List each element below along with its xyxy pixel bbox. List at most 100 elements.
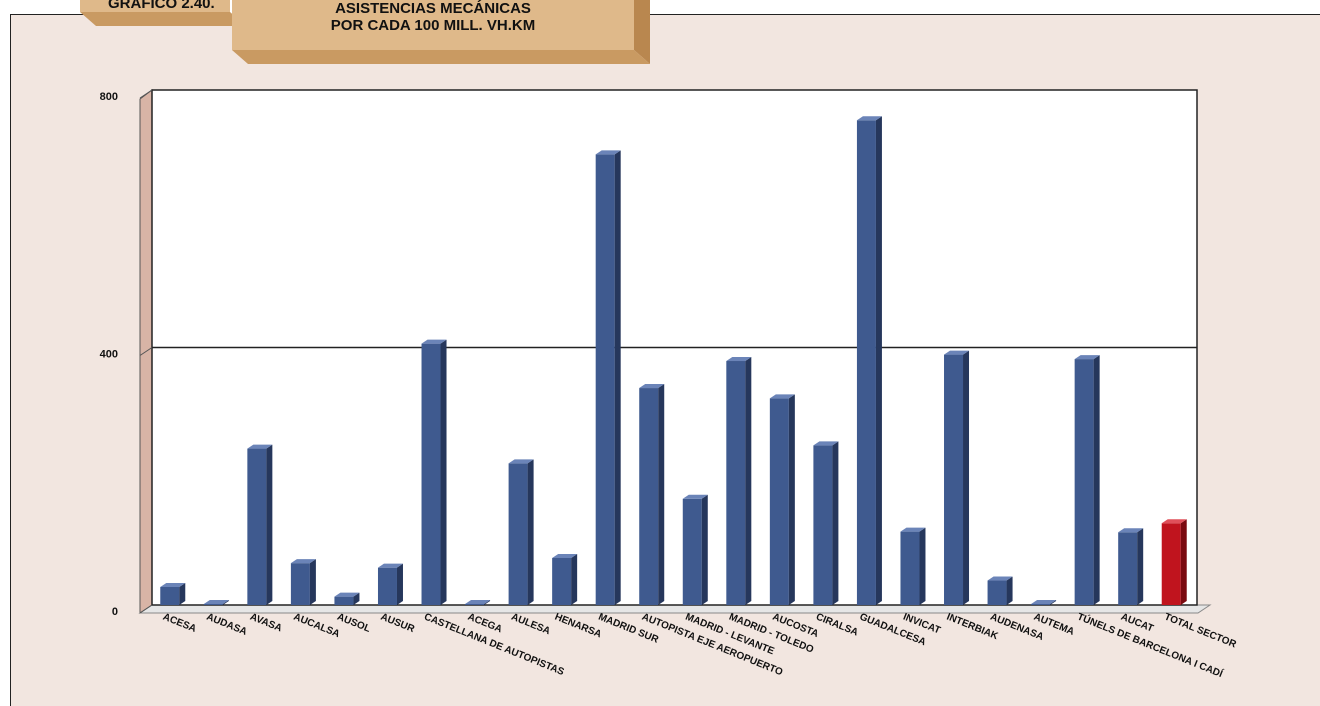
bar-8 bbox=[465, 600, 491, 605]
bar-side bbox=[222, 600, 229, 605]
bar-side bbox=[353, 592, 360, 605]
bar-17 bbox=[856, 116, 882, 605]
bar-22 bbox=[1074, 355, 1100, 605]
bar-24 bbox=[1161, 519, 1187, 605]
bar-side bbox=[484, 600, 491, 605]
bar-21 bbox=[1031, 600, 1057, 605]
bar-top bbox=[552, 554, 578, 559]
y-tick-mark-400 bbox=[139, 347, 153, 356]
bar-side bbox=[1180, 519, 1187, 605]
bar-top bbox=[813, 441, 839, 446]
bar-face bbox=[1031, 604, 1051, 605]
bar-top bbox=[160, 582, 186, 587]
bar-2 bbox=[203, 600, 229, 605]
bar-side bbox=[963, 350, 970, 605]
bar-face bbox=[639, 388, 659, 605]
bar-face bbox=[247, 448, 267, 605]
bar-top bbox=[856, 116, 882, 121]
bar-side bbox=[179, 582, 186, 605]
bar-top bbox=[769, 394, 795, 399]
x-tick-label-3: AVASA bbox=[248, 612, 283, 635]
bar-face bbox=[769, 398, 789, 605]
bar-side bbox=[1093, 355, 1100, 605]
bar-20 bbox=[987, 576, 1013, 605]
x-tick-label-24: TOTAL SECTOR bbox=[1163, 612, 1239, 651]
y-tick-label-400: 400 bbox=[100, 349, 118, 361]
bar-side bbox=[396, 563, 403, 605]
bar-top bbox=[944, 350, 970, 355]
bar-top bbox=[682, 494, 708, 499]
bar-side bbox=[440, 339, 447, 605]
bar-12 bbox=[639, 384, 665, 605]
bar-top bbox=[377, 563, 403, 568]
bar-face bbox=[813, 445, 833, 605]
bar-side bbox=[919, 527, 926, 605]
y-tick-mark-0 bbox=[139, 604, 153, 614]
y-tick-label-800: 800 bbox=[100, 91, 118, 103]
bar-top bbox=[508, 459, 534, 464]
bar-19 bbox=[944, 350, 970, 605]
floor bbox=[138, 604, 1212, 614]
bar-face bbox=[334, 596, 354, 605]
bar-side bbox=[1006, 576, 1013, 605]
bar-side bbox=[832, 441, 839, 605]
bar-side bbox=[1050, 600, 1057, 605]
bar-5 bbox=[334, 592, 360, 605]
bar-face bbox=[1118, 532, 1138, 605]
bar-13 bbox=[682, 494, 708, 605]
figure-number-tab: GRÁFICO 2.40. bbox=[80, 0, 246, 26]
bar-face bbox=[160, 586, 180, 605]
bar-23 bbox=[1118, 528, 1144, 605]
chart-title-line1: ASISTENCIAS MECÁNICAS bbox=[335, 0, 531, 17]
bar-face bbox=[508, 463, 528, 605]
bar-top bbox=[247, 444, 273, 449]
bar-side bbox=[266, 444, 273, 605]
bar-face bbox=[552, 558, 572, 605]
bar-top bbox=[987, 576, 1013, 581]
bar-side bbox=[701, 494, 708, 605]
bar-16 bbox=[813, 441, 839, 605]
bar-top bbox=[421, 339, 447, 344]
bar-face bbox=[595, 154, 615, 605]
y-tick-label-0: 0 bbox=[112, 606, 118, 618]
bar-face bbox=[726, 361, 746, 605]
bar-side bbox=[875, 116, 882, 605]
bar-side bbox=[745, 357, 752, 605]
x-tick-label-5: AUSOL bbox=[335, 612, 372, 635]
x-tick-label-6: AUSUR bbox=[379, 612, 417, 636]
bar-face bbox=[1074, 359, 1094, 605]
x-tick-label-2: AUDASA bbox=[205, 612, 249, 638]
bar-face bbox=[290, 563, 310, 605]
title-tab: ASISTENCIAS MECÁNICAS POR CADA 100 MILL.… bbox=[232, 0, 650, 64]
bar-10 bbox=[552, 554, 578, 605]
x-tick-label-4: AUCALSA bbox=[292, 612, 341, 641]
bar-top bbox=[1118, 528, 1144, 533]
bar-6 bbox=[377, 563, 403, 605]
x-tick-label-22: TÚNELS DE BARCELONA I CADÍ bbox=[1076, 610, 1225, 680]
bar-face bbox=[987, 580, 1007, 605]
bar-face bbox=[465, 604, 485, 605]
bar-face bbox=[203, 604, 223, 605]
bar-side bbox=[788, 394, 795, 605]
figure-number-label: GRÁFICO 2.40. bbox=[108, 0, 215, 12]
bar-side bbox=[309, 559, 316, 605]
x-tick-label-1: ACESA bbox=[161, 612, 198, 635]
bar-14 bbox=[726, 357, 752, 605]
bar-1 bbox=[160, 582, 186, 605]
bar-15 bbox=[769, 394, 795, 605]
bar-face bbox=[377, 567, 397, 605]
bar-4 bbox=[290, 559, 316, 605]
y-tick-mark-800 bbox=[139, 89, 153, 99]
bar-top bbox=[1074, 355, 1100, 360]
bar-side bbox=[614, 150, 621, 605]
x-tick-label-9: AULESA bbox=[509, 612, 551, 638]
bar-top bbox=[334, 592, 360, 597]
bar-face bbox=[900, 531, 920, 605]
x-tick-label-16: CIRALSA bbox=[814, 612, 859, 639]
bar-top bbox=[726, 357, 752, 362]
bar-7 bbox=[421, 339, 447, 605]
bar-side bbox=[527, 459, 534, 605]
bar-top bbox=[465, 600, 491, 604]
bar-side bbox=[571, 554, 578, 605]
